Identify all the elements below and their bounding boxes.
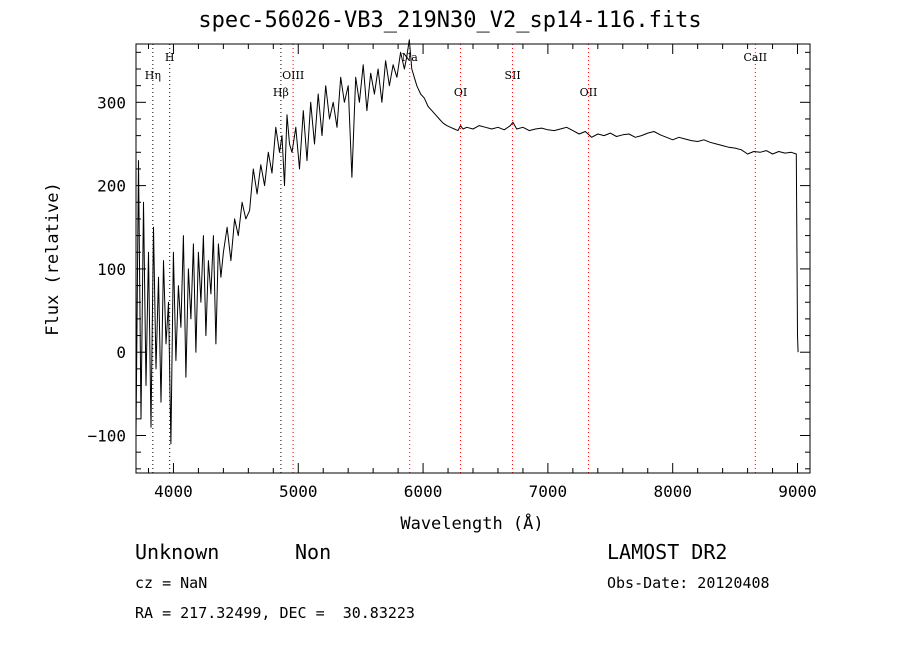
x-axis-label: Wavelength (Å) (400, 512, 543, 534)
spectral-line-markers (152, 44, 756, 473)
x-tick-label: 4000 (154, 482, 193, 501)
obs-date-label: Obs-Date: 20120408 (607, 574, 770, 592)
line-label-5: OI (454, 86, 467, 99)
line-label-8: CaII (743, 51, 767, 64)
spectrum-line-0 (135, 39, 799, 445)
survey-label: LAMOST DR2 (607, 540, 728, 564)
coords-label: RA = 217.32499, DEC = 30.83223 (135, 604, 415, 622)
cz-label: cz = NaN (135, 574, 208, 592)
line-label-4: Na (402, 51, 419, 64)
x-tick-label: 8000 (653, 482, 692, 501)
axes (135, 43, 811, 474)
line-label-6: SII (504, 69, 520, 82)
plot-frame (135, 43, 811, 474)
line-label-1: H (165, 51, 175, 64)
y-tick-label: 0 (116, 343, 126, 362)
line-label-2: Hβ (273, 86, 289, 99)
chart-title: spec-56026-VB3_219N30_V2_sp14-116.fits (198, 8, 702, 33)
line-label-7: OII (580, 86, 598, 99)
y-tick-label: 300 (97, 93, 126, 112)
x-tick-label: 6000 (404, 482, 443, 501)
x-tick-label: 5000 (279, 482, 318, 501)
x-tick-label: 9000 (778, 482, 817, 501)
class-label: Unknown (135, 540, 220, 564)
x-tick-label: 7000 (529, 482, 568, 501)
y-tick-label: 200 (97, 177, 126, 196)
subclass-label: Non (295, 540, 332, 564)
spectrum-series (135, 39, 799, 445)
line-label-3: OIII (282, 69, 304, 82)
y-tick-label: 100 (97, 260, 126, 279)
spectral-line-labels: Hη H Hβ OIII Na OI SII OII CaII (145, 51, 767, 99)
y-tick-label: −100 (87, 427, 126, 446)
tick-labels: 4000 5000 6000 7000 8000 9000 −100 0 100 200 300 (87, 93, 816, 501)
y-axis-label: Flux (relative) (43, 182, 63, 336)
line-label-0: Hη (145, 69, 161, 82)
